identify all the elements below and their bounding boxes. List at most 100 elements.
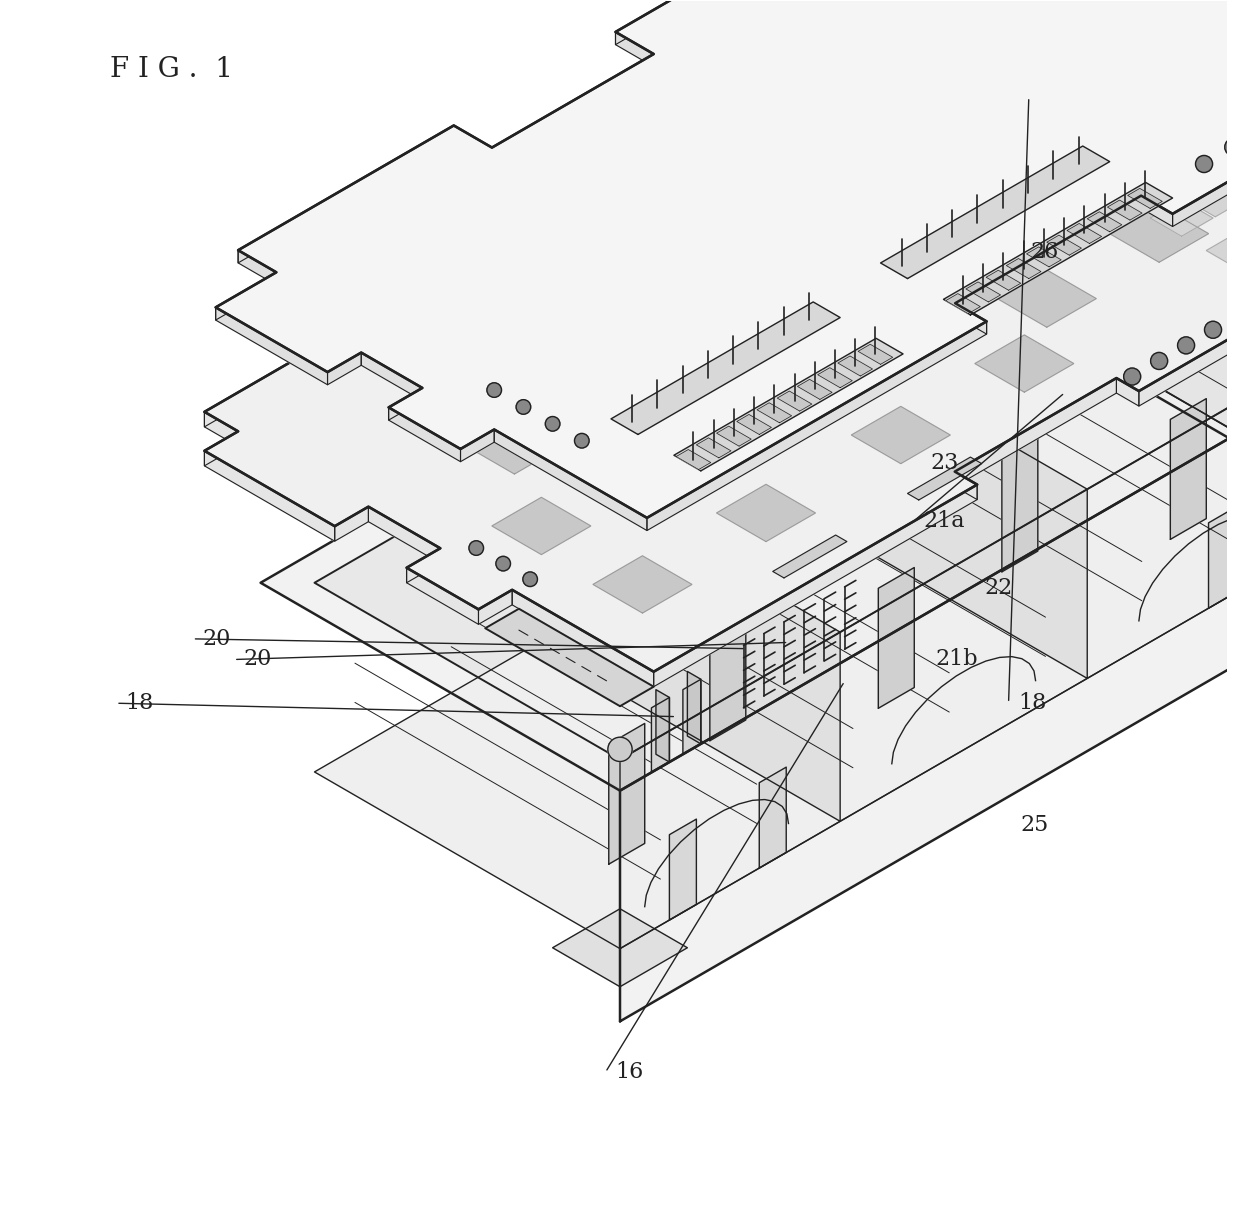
Polygon shape	[620, 323, 1240, 948]
Polygon shape	[908, 458, 982, 500]
Polygon shape	[238, 125, 454, 263]
Polygon shape	[600, 338, 698, 396]
Polygon shape	[361, 353, 423, 400]
Polygon shape	[1127, 189, 1162, 208]
Polygon shape	[205, 0, 1240, 672]
Polygon shape	[1210, 0, 1240, 34]
Circle shape	[1195, 156, 1213, 173]
Circle shape	[546, 416, 560, 431]
Circle shape	[825, 117, 842, 134]
Polygon shape	[388, 388, 423, 420]
Circle shape	[874, 89, 892, 106]
Polygon shape	[368, 506, 440, 563]
Polygon shape	[717, 484, 816, 542]
Polygon shape	[773, 535, 847, 578]
Polygon shape	[997, 270, 1096, 327]
Polygon shape	[448, 271, 470, 299]
Polygon shape	[737, 415, 771, 434]
Text: 21b: 21b	[936, 649, 978, 671]
Polygon shape	[1004, 85, 1022, 152]
Polygon shape	[966, 282, 1001, 302]
Polygon shape	[609, 0, 1080, 194]
Text: 18: 18	[1018, 692, 1047, 714]
Polygon shape	[1138, 166, 1240, 406]
Polygon shape	[955, 472, 977, 500]
Polygon shape	[216, 0, 1240, 518]
Polygon shape	[205, 271, 448, 427]
Polygon shape	[407, 549, 440, 583]
Polygon shape	[615, 426, 714, 483]
Polygon shape	[647, 321, 987, 531]
Circle shape	[1151, 353, 1168, 370]
Circle shape	[574, 433, 589, 448]
Polygon shape	[492, 498, 590, 555]
Polygon shape	[817, 368, 852, 388]
Polygon shape	[485, 608, 653, 706]
Polygon shape	[1002, 431, 1038, 572]
Text: F I G .  1: F I G . 1	[110, 56, 233, 83]
Circle shape	[1225, 139, 1240, 156]
Polygon shape	[673, 338, 903, 471]
Polygon shape	[759, 767, 786, 868]
Text: 26: 26	[1030, 241, 1059, 263]
Circle shape	[899, 74, 916, 91]
Circle shape	[523, 572, 537, 587]
Circle shape	[496, 556, 511, 571]
Polygon shape	[878, 567, 914, 708]
Polygon shape	[238, 251, 277, 285]
Polygon shape	[838, 357, 873, 376]
Polygon shape	[1173, 0, 1240, 21]
Polygon shape	[1184, 180, 1240, 217]
Polygon shape	[750, 348, 849, 405]
Polygon shape	[656, 690, 670, 762]
Polygon shape	[553, 909, 687, 987]
Polygon shape	[858, 344, 893, 364]
Polygon shape	[388, 408, 460, 461]
Polygon shape	[1087, 212, 1122, 231]
Polygon shape	[205, 450, 335, 542]
Polygon shape	[880, 146, 1110, 279]
Polygon shape	[852, 406, 950, 464]
Circle shape	[487, 383, 501, 397]
Polygon shape	[777, 391, 812, 411]
Circle shape	[1204, 321, 1221, 338]
Polygon shape	[1173, 18, 1240, 226]
Polygon shape	[479, 590, 512, 624]
Polygon shape	[407, 568, 479, 624]
Polygon shape	[1069, 116, 1240, 554]
Polygon shape	[653, 484, 977, 686]
Circle shape	[469, 540, 484, 555]
Text: 25: 25	[1021, 814, 1049, 836]
Polygon shape	[615, 32, 653, 67]
Text: 20: 20	[202, 628, 231, 650]
Polygon shape	[1107, 200, 1142, 220]
Polygon shape	[454, 125, 492, 161]
Polygon shape	[615, 0, 1076, 45]
Polygon shape	[955, 378, 1116, 487]
Polygon shape	[946, 293, 981, 314]
Polygon shape	[1080, 0, 1240, 15]
Polygon shape	[620, 323, 1240, 1021]
Polygon shape	[709, 600, 745, 741]
Polygon shape	[1110, 204, 1209, 262]
Text: 23: 23	[931, 452, 960, 473]
Polygon shape	[986, 270, 1021, 290]
Polygon shape	[1141, 196, 1173, 226]
Polygon shape	[651, 697, 670, 773]
Polygon shape	[723, 268, 822, 325]
Polygon shape	[205, 431, 238, 466]
Polygon shape	[944, 183, 1173, 315]
Circle shape	[849, 103, 867, 120]
Polygon shape	[975, 335, 1074, 392]
Polygon shape	[335, 506, 368, 542]
Polygon shape	[611, 302, 841, 434]
Polygon shape	[897, 212, 996, 269]
Polygon shape	[609, 723, 645, 864]
Polygon shape	[717, 426, 751, 447]
Polygon shape	[470, 191, 631, 299]
Polygon shape	[1173, 0, 1240, 43]
Polygon shape	[465, 417, 564, 473]
Polygon shape	[676, 449, 711, 470]
Polygon shape	[1069, 146, 1240, 512]
Polygon shape	[327, 353, 361, 385]
